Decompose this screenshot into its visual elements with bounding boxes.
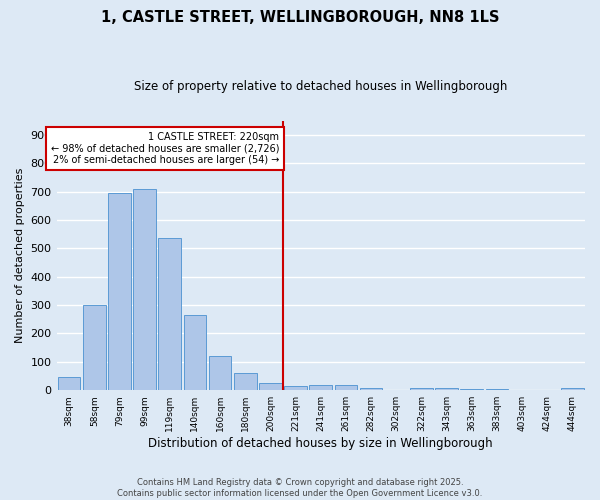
Bar [234,373,257,390]
Bar [108,193,131,390]
Bar [561,388,584,390]
Bar [259,382,282,390]
Bar [83,305,106,390]
Bar [209,356,232,390]
Bar [310,384,332,390]
Bar [133,188,156,390]
Bar [435,388,458,390]
Text: 1, CASTLE STREET, WELLINGBOROUGH, NN8 1LS: 1, CASTLE STREET, WELLINGBOROUGH, NN8 1L… [101,10,499,25]
Title: Size of property relative to detached houses in Wellingborough: Size of property relative to detached ho… [134,80,508,93]
Y-axis label: Number of detached properties: Number of detached properties [15,168,25,343]
Bar [184,315,206,390]
Bar [360,388,382,390]
X-axis label: Distribution of detached houses by size in Wellingborough: Distribution of detached houses by size … [148,437,493,450]
Bar [410,388,433,390]
Bar [158,238,181,390]
Text: 1 CASTLE STREET: 220sqm
← 98% of detached houses are smaller (2,726)
2% of semi-: 1 CASTLE STREET: 220sqm ← 98% of detache… [51,132,279,165]
Bar [335,384,357,390]
Bar [460,389,483,390]
Text: Contains HM Land Registry data © Crown copyright and database right 2025.
Contai: Contains HM Land Registry data © Crown c… [118,478,482,498]
Bar [58,378,80,390]
Bar [284,386,307,390]
